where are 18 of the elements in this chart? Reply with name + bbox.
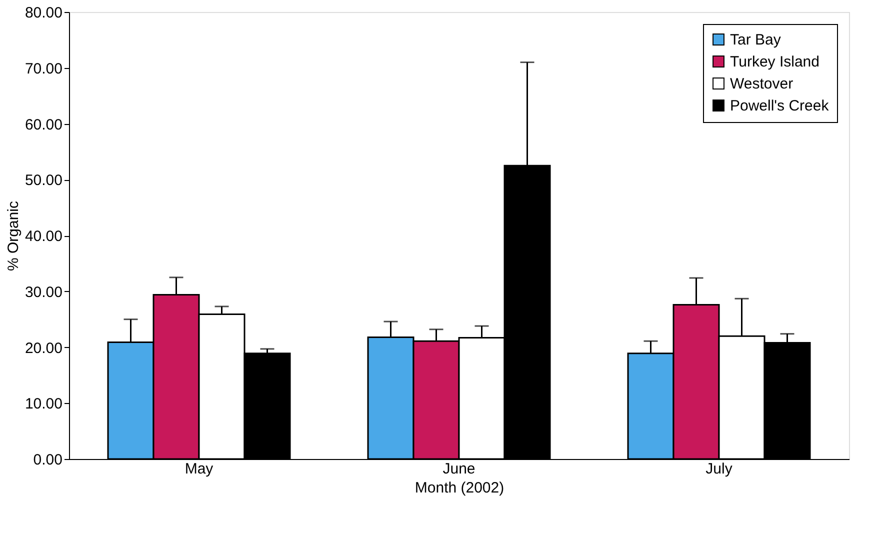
legend-label: Westover [730,76,794,92]
y-tick-label: 80.00 [24,4,62,22]
y-tick-label: 20.00 [24,340,62,357]
y-tick-label: 60.00 [24,116,62,134]
x-tick-label: July [706,460,733,478]
y-axis-title: % Organic [4,200,22,272]
y-tick-label: 10.00 [24,396,62,413]
legend-label: Powell's Creek [730,98,830,114]
y-tick-label: 0.00 [33,452,62,468]
y-tick-label: 70.00 [24,60,62,78]
x-axis-title: Month (2002) [414,480,504,496]
x-tick-label: June [442,460,476,478]
legend-label: Turkey Island [730,54,820,70]
y-tick-label: 50.00 [24,172,62,190]
y-tick-label: 40.00 [24,228,62,245]
legend-label: Tar Bay [730,32,782,48]
y-tick-label: 30.00 [24,284,62,301]
x-tick-label: May [184,460,214,478]
